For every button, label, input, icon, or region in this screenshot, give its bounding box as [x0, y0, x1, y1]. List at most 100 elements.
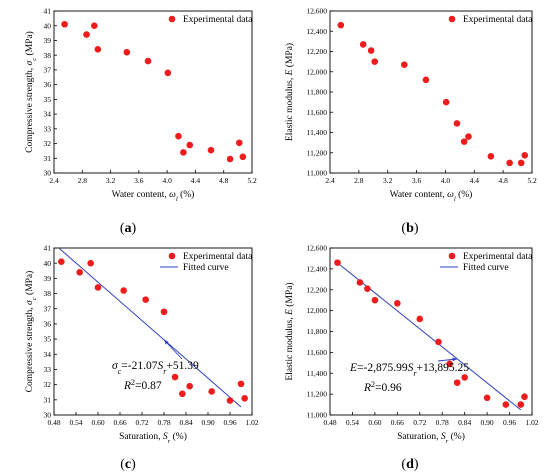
- data-point: [337, 21, 345, 29]
- y-tick-label: 33: [44, 365, 52, 374]
- data-point: [164, 69, 172, 77]
- data-point: [371, 296, 379, 304]
- y-axis-title: Compressive strength, σc (MPa): [24, 31, 38, 153]
- data-point: [144, 57, 152, 65]
- y-axis-ticks: 30 31 32 33 34 35 36 37 38 39 40 41: [44, 244, 57, 420]
- x-axis-ticks: 2.4 2.8 3.2 3.6 4.0 4.4 4.8 5.2: [49, 170, 257, 185]
- x-axis-title: Water content, ωl (%): [112, 189, 195, 203]
- y-tick-label: 11,400: [307, 369, 328, 378]
- data-point: [487, 152, 495, 160]
- y-tick-label: 12,000: [306, 67, 327, 76]
- data-point: [367, 47, 375, 54]
- data-point: [160, 308, 168, 316]
- x-axis-ticks: 2.4 2.8 3.2 3.6 4.0 4.4 4.8 5.2: [325, 170, 537, 185]
- fitted-curve-line: [59, 248, 242, 408]
- x-tick-label: 0.90: [201, 418, 214, 427]
- data-point: [394, 300, 401, 307]
- y-tick-label: 39: [44, 36, 52, 45]
- data-point: [186, 141, 194, 149]
- plot-frame: [53, 247, 253, 416]
- data-point: [239, 153, 247, 161]
- x-axis-ticks: 0.48 0.54 0.60 0.66 0.72 0.78 0.84 0.90 0.96 1.02: [47, 412, 259, 427]
- data-point: [517, 159, 525, 167]
- data-point: [123, 48, 131, 56]
- data-point: [502, 401, 510, 408]
- x-tick-label: 0.78: [436, 418, 449, 427]
- x-tick-label: 0.72: [413, 418, 426, 427]
- x-tick-label: 0.60: [91, 418, 104, 427]
- data-point: [175, 132, 182, 140]
- data-point: [179, 390, 186, 398]
- x-tick-label: 5.2: [247, 176, 257, 185]
- data-point: [120, 287, 127, 294]
- panel-label: (c): [120, 457, 136, 472]
- legend-label: Experimental data: [463, 252, 533, 262]
- y-tick-label: 32: [44, 139, 52, 148]
- x-tick-label: 3.2: [106, 176, 116, 185]
- legend-marker: [168, 15, 176, 23]
- y-tick-label: 34: [44, 350, 52, 359]
- y-tick-label: 12,600: [306, 244, 327, 253]
- data-point: [91, 22, 98, 30]
- y-tick-label: 35: [44, 335, 52, 344]
- plot-frame: [53, 10, 253, 174]
- chart-panel-c: 0.48 0.54 0.60 0.66 0.72 0.78 0.84 0.90 0.96 1.02…: [24, 244, 259, 472]
- data-point: [359, 41, 367, 48]
- x-tick-label: 0.48: [47, 418, 60, 427]
- y-tick-label: 11,600: [307, 348, 328, 357]
- x-tick-label: 0.96: [503, 418, 516, 427]
- x-tick-label: 4.0: [162, 176, 172, 185]
- panel-label: (b): [401, 221, 418, 236]
- chart-panel-a: 2.4 2.8 3.2 3.6 4.0 4.4 4.8 5.2 30 31 32 33 34 35 36 37…: [24, 7, 257, 236]
- legend-marker: [448, 252, 456, 260]
- x-tick-label: 0.54: [69, 418, 82, 427]
- data-point: [94, 284, 102, 291]
- fit-equation: E=-2,875.99Sr+13,895.25: [349, 362, 469, 378]
- x-tick-label: 0.90: [481, 418, 494, 427]
- y-tick-label: 36: [44, 80, 52, 89]
- experimental-data-points: [61, 20, 247, 163]
- x-tick-label: 0.84: [458, 418, 471, 427]
- y-tick-label: 11,200: [307, 148, 328, 157]
- y-axis-title: Compressive strength, σc (MPa): [24, 271, 38, 393]
- x-axis-ticks: 0.48 0.54 0.60 0.66 0.72 0.78 0.84 0.90 0.96 1.02: [323, 412, 539, 427]
- data-point: [186, 382, 193, 390]
- data-point: [76, 268, 83, 276]
- y-tick-label: 37: [44, 66, 52, 75]
- chart-panel-b: 2.4 2.8 3.2 3.6 4.0 4.4 4.8 5.2 11,000 11,200 11,4…: [284, 7, 537, 236]
- y-tick-label: 12,400: [306, 27, 327, 36]
- data-point: [83, 31, 90, 38]
- data-point: [142, 296, 149, 303]
- y-tick-label: 31: [44, 395, 52, 404]
- data-point: [483, 394, 491, 402]
- x-tick-label: 4.4: [191, 176, 201, 185]
- legend-label: Fitted curve: [463, 263, 509, 273]
- x-tick-label: 0.78: [157, 418, 170, 427]
- plot-frame: [329, 10, 533, 174]
- y-tick-label: 40: [44, 259, 52, 268]
- y-tick-label: 12,000: [306, 306, 327, 315]
- data-point: [208, 388, 215, 395]
- experimental-data-points: [334, 259, 528, 408]
- y-tick-label: 11,000: [307, 169, 328, 178]
- y-axis-ticks: 11,000 11,200 11,400 11,600 11,800 12,000 12,2…: [306, 7, 333, 178]
- legend-label: Fitted curve: [183, 263, 229, 273]
- y-tick-label: 11,000: [307, 411, 328, 420]
- data-point: [453, 120, 461, 127]
- y-tick-label: 33: [44, 124, 52, 133]
- y-tick-label: 12,400: [306, 264, 327, 273]
- data-point: [521, 151, 529, 159]
- x-tick-label: 0.72: [135, 418, 148, 427]
- x-tick-label: 4.4: [470, 176, 480, 185]
- data-point: [422, 76, 430, 84]
- x-tick-label: 0.48: [323, 418, 336, 427]
- x-tick-label: 0.60: [368, 418, 381, 427]
- x-tick-label: 4.8: [219, 176, 229, 185]
- x-tick-label: 2.8: [78, 176, 88, 185]
- data-point: [94, 45, 102, 53]
- y-axis-title: Elastic modulus, E (MPa): [284, 282, 295, 380]
- y-tick-label: 30: [44, 411, 52, 420]
